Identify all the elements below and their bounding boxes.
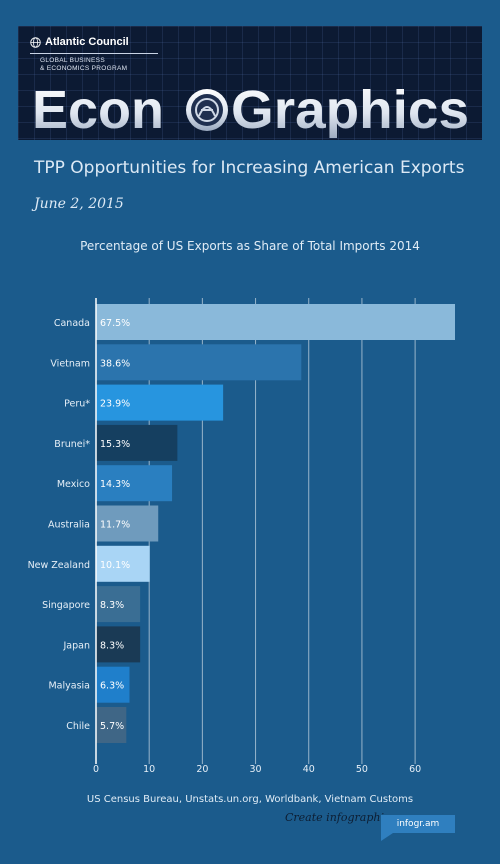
bar — [96, 465, 173, 502]
atlantic-council-seal-icon — [186, 89, 228, 131]
bar — [96, 666, 130, 703]
create-infographics-link[interactable]: Create infographics — [285, 811, 396, 824]
x-tick-label: 10 — [143, 764, 155, 775]
value-label: 38.6% — [100, 358, 130, 369]
category-label: Singapore — [42, 600, 90, 611]
bar-chart: Canada 67.5% Vietnam 38.6% Peru* 23.9% Brunei*… — [28, 298, 455, 775]
bar — [96, 424, 178, 461]
category-label: Japan — [63, 640, 91, 651]
infogram-badge[interactable]: infogr.am — [381, 815, 455, 841]
bar — [96, 304, 455, 340]
x-tick-label: 60 — [409, 764, 421, 775]
value-label: 5.7% — [100, 721, 124, 732]
x-tick-label: 0 — [93, 764, 99, 775]
bar — [96, 586, 141, 623]
category-label: Vietnam — [50, 358, 90, 369]
value-label: 8.3% — [100, 600, 124, 611]
org-logo: Atlantic Council — [30, 36, 129, 48]
value-label: 14.3% — [100, 479, 130, 490]
chart-title: Percentage of US Exports as Share of Tot… — [80, 239, 420, 253]
category-label: Peru* — [64, 399, 90, 410]
category-label: Brunei* — [54, 439, 90, 450]
bar — [96, 545, 150, 582]
org-divider — [30, 53, 158, 54]
value-label: 23.9% — [100, 399, 130, 410]
category-label: Malyasia — [48, 681, 90, 692]
category-label: Mexico — [57, 479, 90, 490]
publish-date: June 2, 2015 — [34, 196, 124, 212]
x-tick-label: 20 — [196, 764, 208, 775]
globe-icon — [30, 36, 41, 48]
page-title: TPP Opportunities for Increasing America… — [34, 158, 465, 178]
bar — [96, 626, 141, 663]
value-label: 6.3% — [100, 681, 124, 692]
brand-text-econ: Econ — [32, 80, 164, 138]
x-tick-label: 30 — [250, 764, 262, 775]
value-label: 11.7% — [100, 520, 130, 531]
value-label: 8.3% — [100, 640, 124, 651]
value-label: 67.5% — [100, 318, 130, 329]
econographics-wordmark: Econ Graphics — [32, 80, 469, 138]
category-label: Chile — [66, 721, 90, 732]
brand-text-graphics: Graphics — [231, 80, 469, 138]
org-name: Atlantic Council — [45, 36, 129, 48]
category-label: Canada — [54, 318, 90, 329]
category-label: Australia — [48, 520, 90, 531]
source-note: US Census Bureau, Unstats.un.org, Worldb… — [86, 794, 414, 805]
econographics-banner: Atlantic Council GLOBAL BUSINESS & ECONO… — [18, 26, 482, 140]
x-tick-label: 40 — [303, 764, 315, 775]
program-name: GLOBAL BUSINESS & ECONOMICS PROGRAM — [40, 57, 128, 72]
bar — [96, 505, 159, 542]
value-label: 15.3% — [100, 439, 130, 450]
value-label: 10.1% — [100, 560, 130, 571]
bar — [96, 384, 224, 421]
bar — [96, 707, 127, 743]
category-label: New Zealand — [28, 560, 90, 571]
x-tick-label: 50 — [356, 764, 368, 775]
bar — [96, 344, 302, 381]
